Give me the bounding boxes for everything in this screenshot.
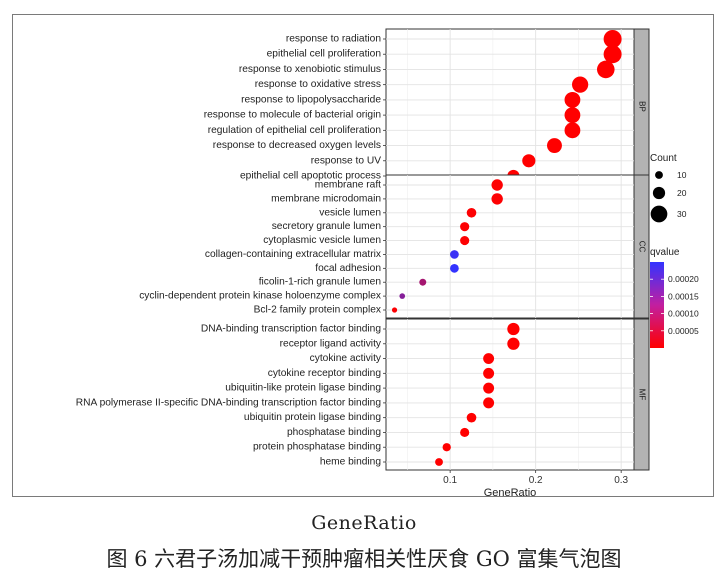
data-point <box>603 30 622 48</box>
y-tick-label: vesicle lumen <box>319 207 381 218</box>
bubble-chart: BP response to radiation epithelial cell p… <box>76 28 699 498</box>
y-tick-label: epithelial cell apoptotic process <box>240 171 381 182</box>
y-tick-label: cytokine receptor binding <box>268 368 382 379</box>
y-tick-label: DNA-binding transcription factor binding <box>201 324 381 335</box>
outer-x-axis-label: GeneRatio <box>311 512 417 534</box>
data-point <box>419 278 427 286</box>
color-legend-label: 0.00020 <box>668 274 699 284</box>
facet-panel-bp <box>385 28 635 185</box>
data-point <box>491 179 503 191</box>
y-tick-label: receptor ligand activity <box>280 338 382 349</box>
data-point <box>522 154 536 168</box>
data-point <box>572 76 589 93</box>
y-tick-label: Bcl-2 family protein complex <box>254 305 381 316</box>
data-point <box>507 322 520 336</box>
color-legend-label: 0.00015 <box>668 291 699 301</box>
y-tick-label: cyclin-dependent protein kinase holoenzy… <box>139 291 381 302</box>
data-point <box>564 122 581 139</box>
y-tick-label: response to UV <box>311 155 381 166</box>
figure-caption: 图 6 六君子汤加减干预肿瘤相关性厌食 GO 富集气泡图 <box>106 547 622 571</box>
y-tick-label: secretory granule lumen <box>272 221 381 232</box>
data-point <box>491 193 503 205</box>
facet-strip-label: CC <box>637 241 646 253</box>
data-point <box>483 397 495 409</box>
y-tick-label: membrane raft <box>315 180 381 191</box>
data-point <box>483 353 495 365</box>
y-tick-label: ubiquitin-like protein ligase binding <box>225 383 381 394</box>
data-point <box>450 263 459 273</box>
size-legend-key <box>655 171 663 179</box>
x-tick-label: 0.2 <box>529 475 543 486</box>
data-point <box>399 293 406 299</box>
size-legend-key <box>652 186 666 200</box>
color-legend-bar <box>650 262 664 348</box>
y-tick-label: ubiquitin protein ligase binding <box>244 412 381 423</box>
figure-frame: BP response to radiation epithelial cell p… <box>12 14 714 498</box>
y-tick-label: RNA polymerase II-specific DNA-binding t… <box>76 397 382 408</box>
facet-strip-cc <box>633 174 650 319</box>
color-legend-label: 0.00005 <box>668 326 699 336</box>
y-tick-label: ficolin-1-rich granule lumen <box>259 277 381 288</box>
data-point <box>597 60 615 79</box>
data-point <box>460 235 470 246</box>
y-tick-label: response to lipopolysaccharide <box>241 94 381 105</box>
data-point <box>435 458 443 466</box>
y-tick-label: membrane microdomain <box>271 193 381 204</box>
facet-strip-mf <box>633 318 650 471</box>
y-tick-label: response to oxidative stress <box>255 79 381 90</box>
y-tick-label: heme binding <box>320 457 382 468</box>
size-legend-title: Count <box>650 153 677 164</box>
y-tick-label: response to molecule of bacterial origin <box>204 110 381 121</box>
color-legend-title: qvalue <box>650 247 680 258</box>
size-legend-label: 10 <box>677 170 687 180</box>
data-point <box>466 207 477 218</box>
data-point <box>391 307 398 313</box>
y-tick-label: regulation of epithelial cell proliferat… <box>208 125 381 136</box>
data-point <box>564 91 581 108</box>
y-tick-label: cytoplasmic vesicle lumen <box>263 235 381 246</box>
data-point <box>460 427 470 438</box>
data-point <box>564 107 581 124</box>
data-point <box>507 337 520 350</box>
color-legend-label: 0.00010 <box>668 309 699 319</box>
data-point <box>442 443 451 452</box>
y-tick-label: phosphatase binding <box>287 427 381 438</box>
x-tick-label: 0.1 <box>443 475 457 486</box>
y-tick-label: response to xenobiotic stimulus <box>239 64 381 75</box>
data-point <box>547 138 562 154</box>
facet-strip-label: MF <box>637 389 646 401</box>
size-legend-key <box>650 205 668 223</box>
y-tick-label: focal adhesion <box>315 263 381 274</box>
y-tick-label: response to radiation <box>286 34 381 45</box>
data-point <box>603 45 622 64</box>
data-point <box>483 367 495 379</box>
size-legend-label: 20 <box>677 188 687 198</box>
data-point <box>466 412 477 423</box>
y-tick-label: response to decreased oxygen levels <box>213 140 381 151</box>
y-tick-label: cytokine activity <box>310 353 382 364</box>
x-tick-label: 0.3 <box>614 475 628 486</box>
x-axis-title: GeneRatio <box>484 487 537 498</box>
y-tick-label: protein phosphatase binding <box>253 442 381 453</box>
facet-strip-label: BP <box>637 101 646 112</box>
y-tick-label: epithelial cell proliferation <box>267 49 381 60</box>
data-point <box>483 382 495 394</box>
size-legend-label: 30 <box>677 209 687 219</box>
data-point <box>450 250 459 259</box>
y-tick-label: collagen-containing extracellular matrix <box>205 249 381 260</box>
data-point <box>460 222 470 232</box>
